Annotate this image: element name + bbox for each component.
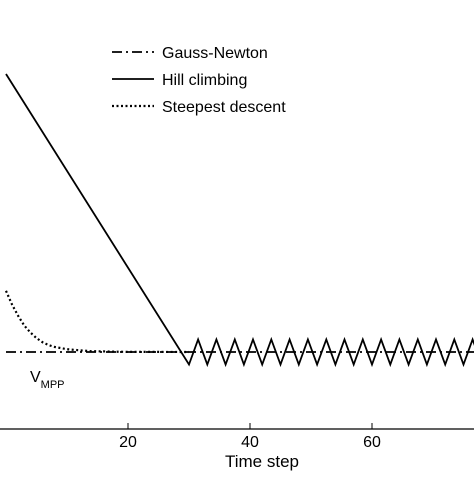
series-hill-climbing: [5, 73, 474, 368]
x-tick-label: 40: [241, 434, 259, 451]
series-steepest-descent: [4, 290, 190, 354]
x-tick-label: 20: [119, 434, 137, 451]
legend-label-steepest-descent: Steepest descent: [162, 99, 286, 116]
x-axis-title: Time step: [225, 452, 299, 471]
vmpp-annotation-main: V: [30, 369, 41, 386]
vmpp-annotation-subscript: MPP: [41, 379, 65, 391]
legend: Gauss-Newton Hill climbing Steepest descen…: [112, 45, 286, 116]
legend-label-gauss-newton: Gauss-Newton: [162, 45, 268, 62]
vmpp-annotation: VMPP: [30, 369, 65, 391]
x-tick-label: 60: [363, 434, 381, 451]
legend-label-hill-climbing: Hill climbing: [162, 72, 247, 89]
series-layer: [4, 73, 474, 368]
axes: 20406080: [0, 423, 474, 451]
